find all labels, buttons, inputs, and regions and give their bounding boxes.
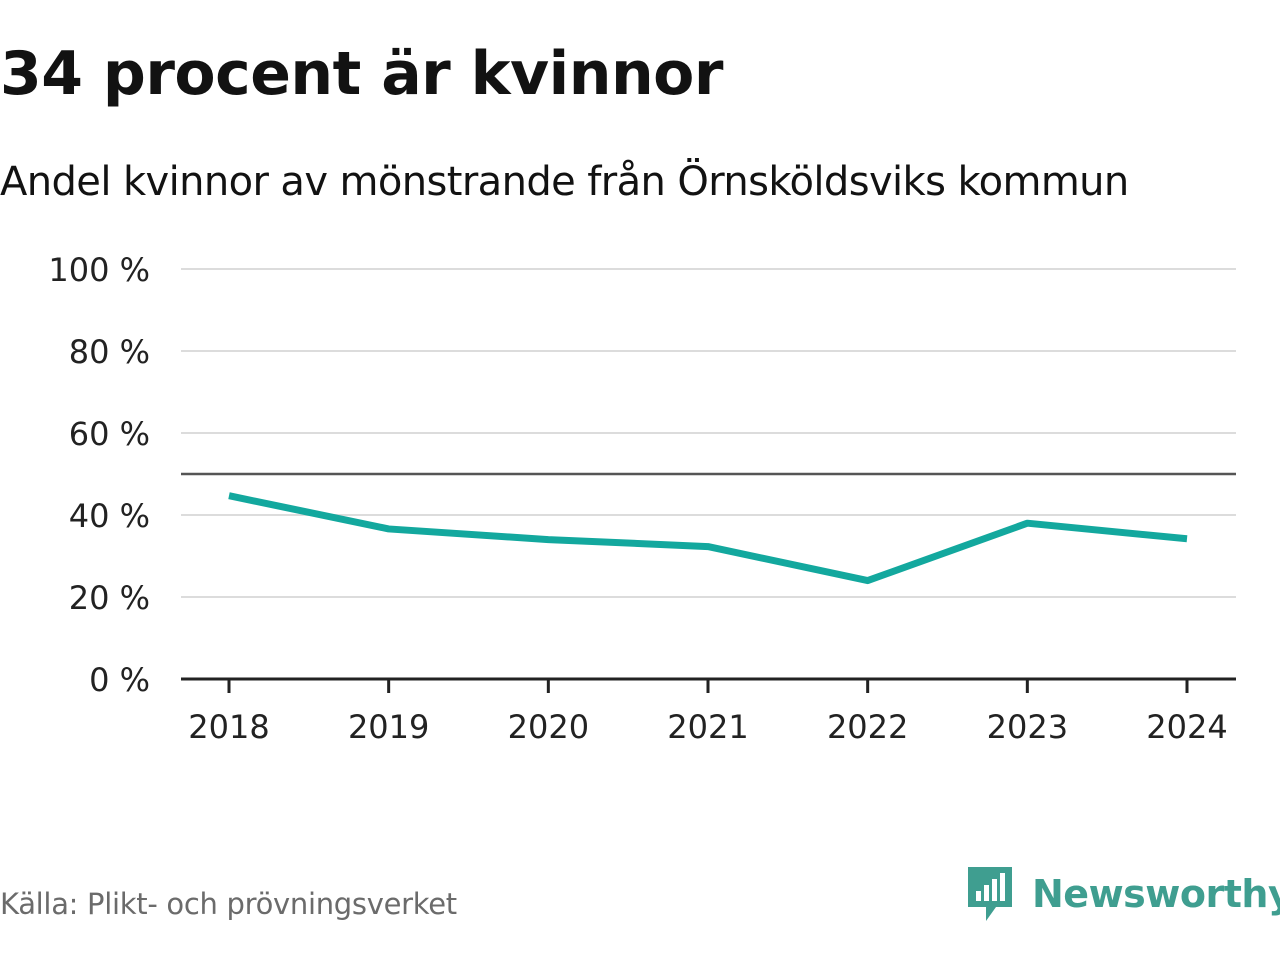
chart-subtitle: Andel kvinnor av mönstrande från Örnsköl… bbox=[0, 159, 1129, 205]
y-tick-label: 80 % bbox=[69, 333, 150, 371]
y-tick-label: 100 % bbox=[48, 251, 150, 289]
newsworthy-logo-icon bbox=[968, 867, 1012, 921]
brand-name: Newsworthy bbox=[1032, 872, 1280, 916]
y-tick-label: 0 % bbox=[89, 661, 150, 699]
x-tick-label: 2022 bbox=[827, 708, 908, 746]
y-tick-label: 40 % bbox=[69, 497, 150, 535]
series-line-0 bbox=[228, 492, 1188, 585]
y-tick-label: 20 % bbox=[69, 579, 150, 617]
x-tick-label: 2018 bbox=[188, 708, 269, 746]
x-tick-label: 2024 bbox=[1146, 708, 1227, 746]
x-tick-label: 2023 bbox=[987, 708, 1068, 746]
x-tick-label: 2019 bbox=[348, 708, 429, 746]
y-tick-label: 60 % bbox=[69, 415, 150, 453]
x-tick-label: 2021 bbox=[667, 708, 748, 746]
source-note: Källa: Plikt- och prövningsverket bbox=[0, 887, 457, 921]
brand-logo: Newsworthy bbox=[964, 862, 1280, 926]
x-tick-label: 2020 bbox=[508, 708, 589, 746]
chart-title: 34 procent är kvinnor bbox=[0, 39, 723, 109]
